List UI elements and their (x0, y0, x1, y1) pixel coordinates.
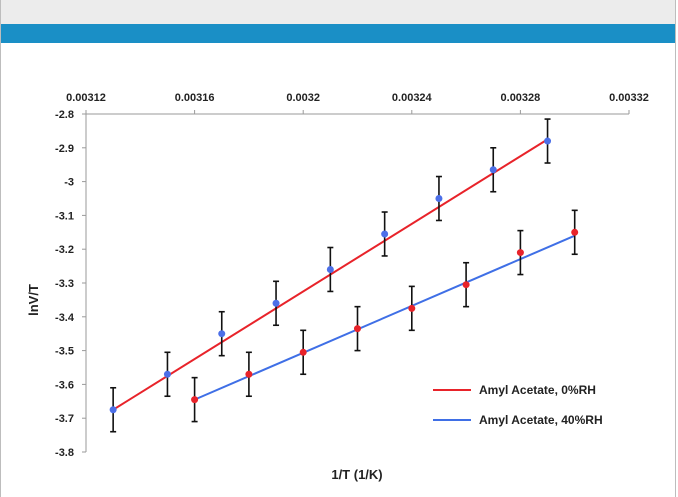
legend: Amyl Acetate, 0%RH Amyl Acetate, 40%RH (433, 383, 603, 427)
data-point-series-1 (245, 370, 253, 378)
y-tick-label: -3.7 (55, 413, 74, 425)
accent-band (1, 24, 675, 43)
fit-lines (112, 138, 576, 411)
y-tick-label: -3.2 (55, 244, 74, 256)
y-tick-label: -3.8 (55, 447, 74, 459)
x-tick-label: 0.00312 (66, 92, 106, 104)
data-point-series-0 (109, 406, 117, 414)
x-tick-label: 0.00332 (609, 92, 649, 104)
x-tick-label: 0.00316 (175, 92, 215, 104)
y-tick-label: -3.4 (55, 312, 75, 324)
data-point-series-0 (163, 370, 171, 378)
data-point-series-0 (435, 195, 443, 202)
data-point-series-1 (299, 348, 307, 356)
y-tick-label: -3 (64, 177, 74, 189)
data-point-series-0 (272, 299, 280, 307)
data-point-series-1 (516, 249, 524, 257)
data-point-series-0 (489, 166, 497, 174)
y-axis-title: lnV/T (26, 284, 41, 316)
y-tick-label: -2.8 (55, 109, 74, 121)
x-axis-title: 1/T (1/K) (331, 467, 382, 482)
data-point-series-0 (381, 230, 389, 238)
legend-label-40-percent-rh: Amyl Acetate, 40%RH (479, 413, 603, 427)
x-tick-label: 0.0032 (286, 92, 320, 104)
data-point-series-1 (354, 325, 361, 333)
data-points (109, 137, 579, 414)
data-point-series-0 (326, 265, 334, 273)
top-bar (1, 0, 675, 24)
y-tick-label: -2.9 (55, 143, 74, 155)
legend-label-0-percent-rh: Amyl Acetate, 0%RH (479, 383, 596, 397)
y-tick-label: -3.6 (55, 379, 74, 391)
y-tick-labels: -2.8 -2.9 -3 -3.1 -3.2 -3.3 -3.4 -3.5 -3.6 -3.7 -3… (55, 109, 75, 459)
x-tick-label: 0.00324 (392, 92, 433, 104)
axes (82, 110, 630, 453)
data-point-series-1 (408, 304, 416, 312)
y-tick-label: -3.3 (55, 278, 74, 290)
data-point-series-1 (191, 396, 199, 404)
y-tick-label: -3.5 (55, 346, 74, 358)
data-point-series-1 (462, 281, 470, 289)
x-tick-labels: 0.00312 0.00316 0.0032 0.00324 0.00328 0.0033… (66, 92, 649, 104)
y-tick-label: -3.1 (55, 210, 74, 222)
data-point-series-1 (571, 228, 579, 236)
data-point-series-0 (544, 137, 552, 145)
data-point-series-0 (218, 330, 226, 338)
fit-line-series-1 (194, 234, 576, 401)
x-tick-label: 0.00328 (501, 92, 541, 104)
